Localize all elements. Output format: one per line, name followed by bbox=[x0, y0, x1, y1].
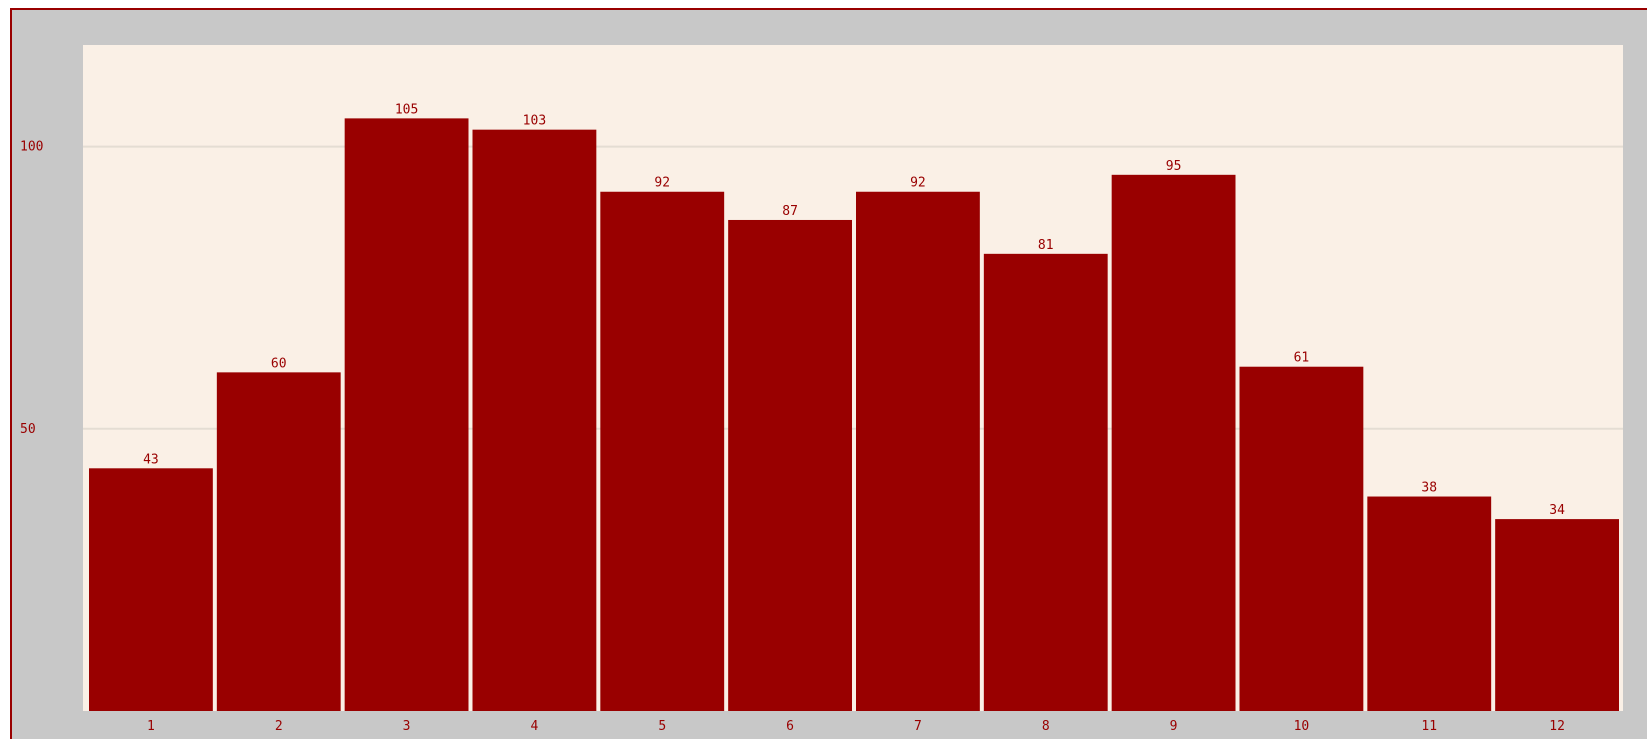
bar bbox=[983, 253, 1108, 711]
data-label: 61 bbox=[1294, 351, 1310, 366]
x-tick-label: 7 bbox=[914, 719, 922, 734]
data-label: 105 bbox=[395, 102, 418, 117]
y-tick-label: 100 bbox=[20, 140, 43, 155]
x-tick-label: 6 bbox=[786, 719, 794, 734]
data-label: 103 bbox=[523, 114, 546, 129]
bar bbox=[216, 372, 341, 711]
x-tick-label: 5 bbox=[658, 719, 666, 734]
data-label: 95 bbox=[1166, 159, 1182, 174]
bar bbox=[856, 191, 980, 712]
data-label: 87 bbox=[782, 204, 798, 219]
x-axis-ticks: 1 2 3 4 5 6 7 8 9 10 11 12 bbox=[147, 719, 1565, 734]
bar bbox=[1239, 366, 1364, 711]
data-label: 34 bbox=[1549, 503, 1565, 518]
data-label: 92 bbox=[910, 176, 926, 191]
bar bbox=[600, 191, 725, 712]
bar bbox=[1111, 174, 1236, 712]
x-tick-label: 4 bbox=[531, 719, 539, 734]
data-label: 81 bbox=[1038, 238, 1054, 253]
x-tick-label: 1 bbox=[147, 719, 155, 734]
bar bbox=[344, 118, 469, 712]
bars bbox=[89, 118, 1619, 712]
x-tick-label: 3 bbox=[403, 719, 411, 734]
bar bbox=[1367, 496, 1492, 711]
data-label: 38 bbox=[1421, 481, 1437, 496]
x-tick-label: 9 bbox=[1170, 719, 1178, 734]
x-tick-label: 2 bbox=[275, 719, 283, 734]
bar bbox=[728, 219, 852, 711]
data-label: 92 bbox=[654, 176, 670, 191]
x-tick-label: 11 bbox=[1421, 719, 1437, 734]
x-tick-label: 8 bbox=[1042, 719, 1050, 734]
y-axis-ticks: 50 100 bbox=[20, 140, 43, 437]
bar bbox=[472, 129, 597, 711]
data-label: 43 bbox=[143, 452, 159, 467]
data-label: 60 bbox=[271, 356, 287, 371]
y-tick-label: 50 bbox=[20, 422, 36, 437]
x-tick-label: 12 bbox=[1549, 719, 1565, 734]
bar bbox=[89, 468, 213, 711]
data-labels: 43 60 105 103 92 87 92 81 95 61 38 34 bbox=[143, 102, 1565, 518]
bar bbox=[1495, 519, 1619, 711]
x-tick-label: 10 bbox=[1294, 719, 1310, 734]
